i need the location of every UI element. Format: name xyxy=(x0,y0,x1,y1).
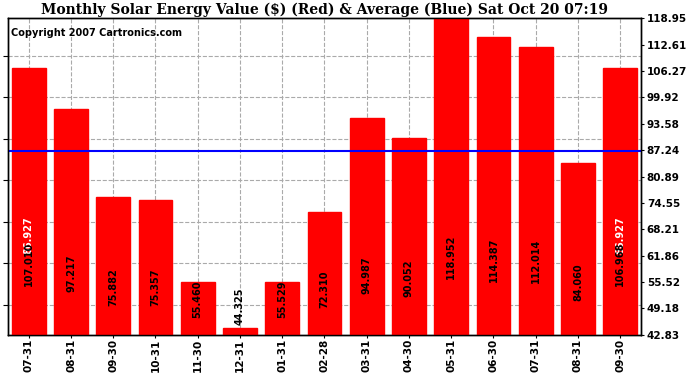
Text: 90.052: 90.052 xyxy=(404,260,414,297)
Bar xyxy=(223,328,257,334)
Text: 118.952: 118.952 xyxy=(446,234,456,279)
Bar xyxy=(54,109,88,334)
Text: 86.927: 86.927 xyxy=(615,216,625,254)
Text: 112.014: 112.014 xyxy=(531,239,541,283)
Bar xyxy=(308,212,342,334)
Text: Copyright 2007 Cartronics.com: Copyright 2007 Cartronics.com xyxy=(11,28,181,38)
Text: 94.987: 94.987 xyxy=(362,256,372,294)
Bar xyxy=(434,18,468,334)
Bar xyxy=(350,118,384,334)
Title: Monthly Solar Energy Value ($) (Red) & Average (Blue) Sat Oct 20 07:19: Monthly Solar Energy Value ($) (Red) & A… xyxy=(41,3,608,17)
Text: 86.927: 86.927 xyxy=(23,216,34,254)
Bar xyxy=(477,37,511,334)
Bar xyxy=(392,138,426,334)
Text: 55.529: 55.529 xyxy=(277,281,287,318)
Bar xyxy=(561,164,595,334)
Text: 72.310: 72.310 xyxy=(319,270,329,308)
Bar xyxy=(12,68,46,335)
Text: 75.357: 75.357 xyxy=(150,268,161,306)
Text: 97.217: 97.217 xyxy=(66,255,76,292)
Text: 75.882: 75.882 xyxy=(108,268,118,306)
Text: 84.060: 84.060 xyxy=(573,263,583,301)
Bar xyxy=(181,282,215,334)
Text: 114.387: 114.387 xyxy=(489,237,498,282)
Text: 107.010: 107.010 xyxy=(23,242,34,286)
Text: 44.325: 44.325 xyxy=(235,288,245,326)
Bar xyxy=(519,47,553,334)
Bar xyxy=(139,200,172,334)
Text: 55.460: 55.460 xyxy=(193,281,203,318)
Text: 106.968: 106.968 xyxy=(615,242,625,286)
Bar xyxy=(603,68,637,334)
Bar xyxy=(97,197,130,334)
Bar xyxy=(266,282,299,334)
